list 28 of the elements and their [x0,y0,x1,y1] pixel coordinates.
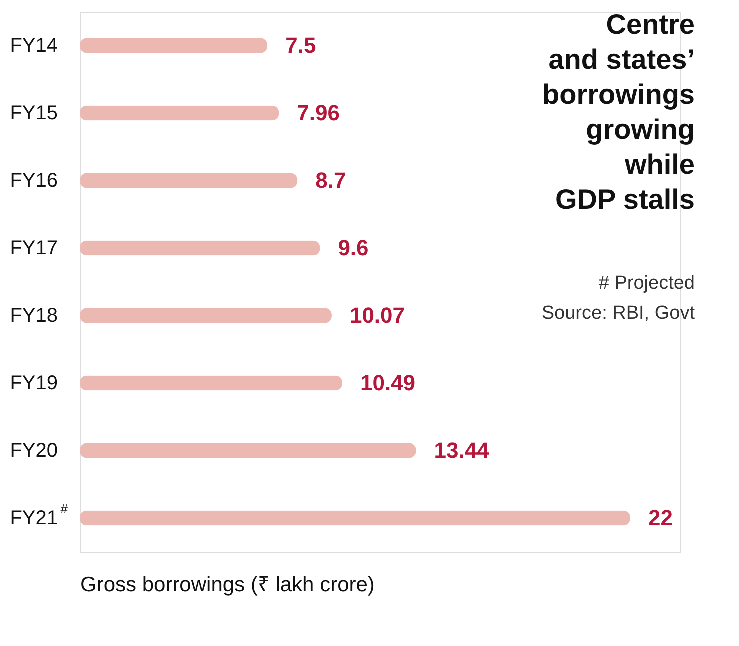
data-label: 9.6 [338,235,369,260]
bar [80,308,332,324]
data-label: 13.44 [434,438,490,463]
y-tick-label: FY17 [10,237,58,260]
annotation: Source: RBI, Govt [542,303,696,324]
bar [80,510,630,526]
data-label: 10.07 [350,302,406,328]
y-tick-label: FY16 [10,170,58,192]
bar [80,376,342,391]
bar [80,173,298,188]
bar [80,443,416,458]
bar [80,240,320,256]
data-label: 8.7 [316,168,346,193]
y-tick-label: FY20 [10,440,58,462]
y-tick-label: FY14 [10,34,58,57]
y-tick-label: FY18 [10,304,58,327]
text: Centre and states’ borrowings growing while GDP stalls [542,9,695,215]
data-label: 22 [648,505,673,530]
y-tick-label: FY19 [10,372,58,394]
y-tick-label: FY15 [10,102,58,124]
y-tick-label: FY21# [10,501,69,530]
data-label: 7.96 [297,100,340,126]
annotation: # Projected [598,273,695,294]
data-label: 10.49 [360,370,416,396]
x-axis-title: Gross borrowings (₹ lakh crore) [80,574,375,596]
bar [80,38,268,54]
data-label: 7.5 [286,32,316,58]
bar [80,106,280,121]
